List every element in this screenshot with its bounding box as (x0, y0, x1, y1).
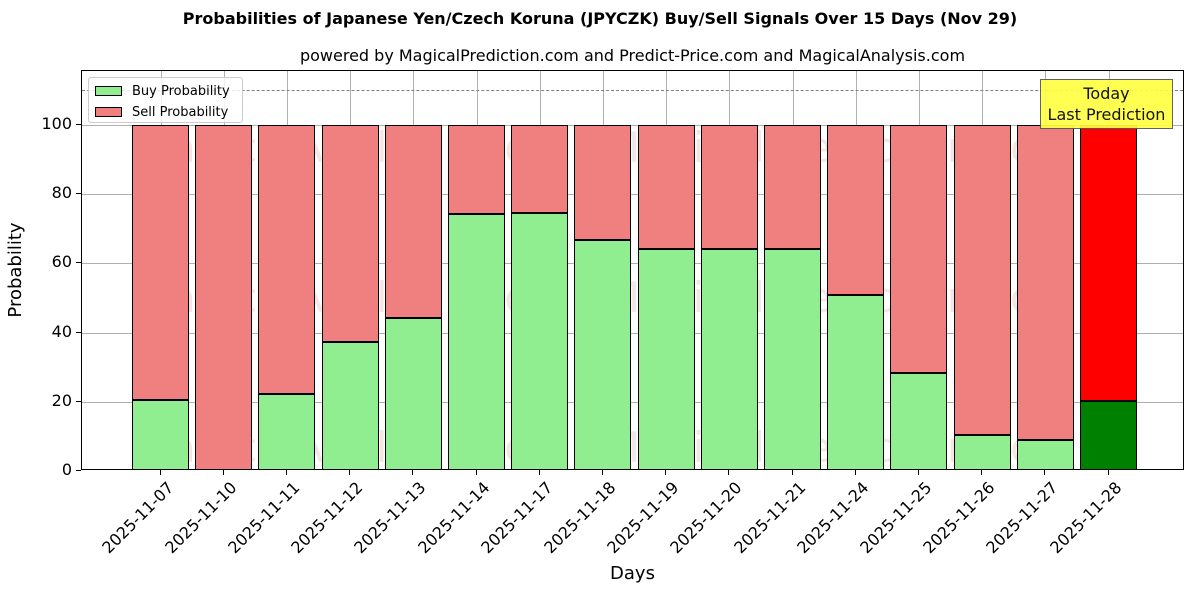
gridline-y-60 (82, 263, 1183, 265)
buy-swatch-icon (95, 86, 122, 96)
chart-subtitle: powered by MagicalPrediction.com and Pre… (299, 46, 966, 65)
x-tick-mark (665, 470, 667, 475)
gridline-y-100 (82, 125, 1183, 126)
y-tick-mark (76, 470, 81, 471)
legend-buy-label: Buy Probability (132, 83, 230, 99)
sell-bar-2025-11-13 (384, 125, 442, 319)
y-tick-mark (76, 193, 81, 195)
sell-bar-2025-11-14 (448, 125, 505, 214)
buy-bar-2025-11-17 (511, 212, 569, 469)
x-tick-mark (349, 470, 351, 475)
sell-bar-2025-11-19 (637, 125, 695, 250)
y-tick-label: 20 (51, 390, 72, 410)
y-tick-mark (76, 400, 81, 402)
y-tick-mark (76, 331, 81, 333)
y-tick-label: 0 (61, 460, 72, 479)
buy-bar-2025-11-20 (700, 249, 758, 469)
chart-title: Probabilities of Japanese Yen/Czech Koru… (182, 9, 1018, 28)
y-tick-mark (76, 262, 81, 264)
y-tick-label: 60 (51, 252, 72, 272)
x-axis-label: Days (610, 563, 655, 584)
x-tick-mark (1044, 470, 1046, 475)
sell-bar-2025-11-07 (132, 125, 189, 401)
sell-bar-2025-11-10 (195, 125, 253, 469)
x-tick-mark (1107, 470, 1109, 475)
y-tick-label: 100 (41, 114, 72, 133)
x-tick-mark (475, 470, 477, 475)
sell-swatch-icon (95, 107, 122, 117)
sell-bar-2025-11-11 (258, 125, 316, 395)
sell-bar-2025-11-12 (321, 125, 379, 342)
buy-bar-2025-11-24 (827, 295, 885, 469)
sell-bar-2025-11-20 (700, 125, 758, 250)
sell-bar-2025-11-25 (890, 125, 948, 374)
sell-bar-2025-11-26 (953, 125, 1011, 436)
sell-bar-2025-11-24 (827, 125, 885, 296)
x-tick-mark (981, 470, 983, 475)
buy-bar-2025-11-18 (574, 240, 632, 469)
x-tick-mark (791, 470, 793, 475)
gridline-y-80 (82, 194, 1183, 196)
annotation-line-2: Last Prediction (1047, 105, 1166, 124)
reference-line (82, 90, 1183, 92)
plot-area: MagicalAnalysis.comMagicalPrediction.com… (81, 70, 1184, 470)
today-annotation: Today Last Prediction (1040, 79, 1173, 129)
x-tick-mark (222, 470, 224, 475)
y-tick-label: 40 (51, 321, 72, 341)
x-tick-mark (917, 470, 919, 475)
buy-bar-2025-11-26 (953, 435, 1011, 469)
x-tick-mark (728, 470, 730, 475)
buy-bar-2025-11-14 (448, 213, 505, 469)
buy-bar-2025-11-11 (258, 394, 316, 469)
sell-bar-2025-11-28 (1080, 125, 1137, 401)
y-axis-label: Probability (5, 222, 26, 318)
x-tick-mark (601, 470, 603, 475)
legend-item-buy: Buy Probability (95, 83, 230, 99)
buy-bar-2025-11-27 (1016, 439, 1074, 469)
buy-bar-2025-11-28 (1080, 400, 1137, 469)
buy-bar-2025-11-21 (764, 249, 821, 469)
buy-bar-2025-11-12 (321, 341, 379, 469)
buy-bar-2025-11-07 (132, 400, 189, 469)
sell-bar-2025-11-17 (511, 125, 569, 213)
y-tick-mark (76, 124, 81, 125)
buy-bar-2025-11-19 (637, 249, 695, 469)
legend-item-sell: Sell Probability (95, 104, 228, 120)
sell-bar-2025-11-18 (574, 125, 632, 241)
gridline-y-20 (82, 401, 1183, 403)
annotation-line-1: Today (1083, 84, 1130, 103)
x-tick-mark (159, 470, 161, 475)
legend: Buy Probability Sell Probability (88, 77, 243, 123)
gridline-y-40 (82, 332, 1183, 334)
x-tick-mark (538, 470, 540, 475)
x-tick-mark (854, 470, 856, 475)
buy-bar-2025-11-25 (890, 373, 948, 469)
x-tick-mark (285, 470, 287, 475)
sell-bar-2025-11-27 (1016, 125, 1074, 440)
y-tick-label: 80 (51, 183, 72, 203)
x-tick-mark (412, 470, 414, 475)
legend-sell-label: Sell Probability (132, 104, 229, 120)
sell-bar-2025-11-21 (764, 125, 821, 250)
buy-bar-2025-11-13 (384, 318, 442, 469)
